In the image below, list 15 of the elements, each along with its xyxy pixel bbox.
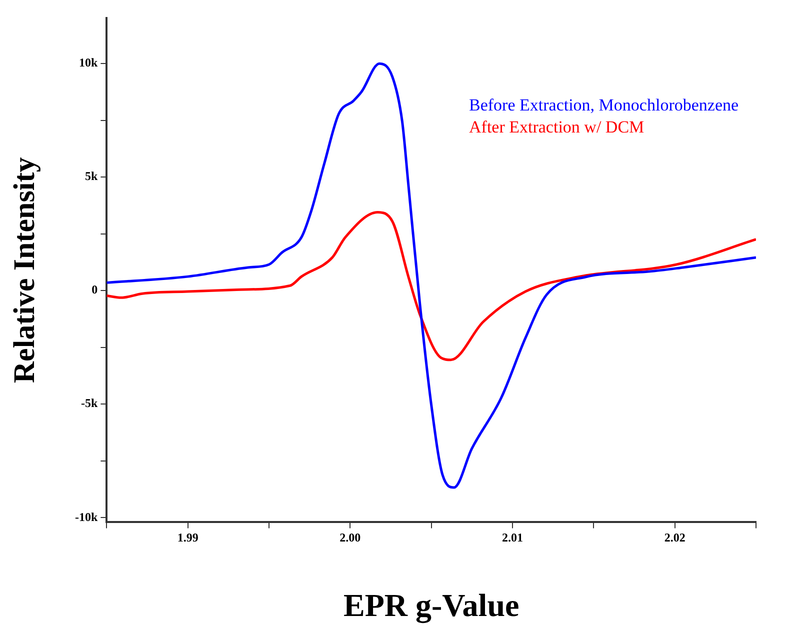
x-tick-label: 2.02	[664, 530, 686, 544]
y-tick-label: 10k	[78, 56, 98, 70]
y-tick-label: 5k	[84, 169, 98, 184]
y-axis-title: Relative Intensity	[8, 157, 41, 384]
line-series	[106, 62, 756, 489]
y-tick-label: 0	[92, 282, 98, 297]
y-tick-label: -5k	[81, 396, 98, 410]
x-axis-title: EPR g-Value	[343, 587, 520, 624]
y-tick-label: -10k	[75, 510, 98, 524]
x-tick-label: 2.00	[340, 530, 361, 544]
x-tick-label: 2.01	[502, 530, 523, 544]
text: After Extraction w/ DCM	[469, 118, 644, 137]
x-tick-label: 1.99	[177, 530, 198, 544]
line-series	[106, 211, 756, 362]
text: Before Extraction, Monochlorobenzene	[469, 96, 739, 115]
